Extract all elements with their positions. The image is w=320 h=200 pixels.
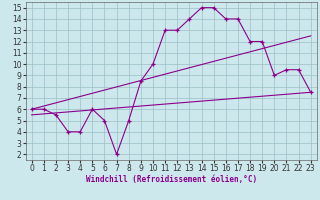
X-axis label: Windchill (Refroidissement éolien,°C): Windchill (Refroidissement éolien,°C) <box>86 175 257 184</box>
